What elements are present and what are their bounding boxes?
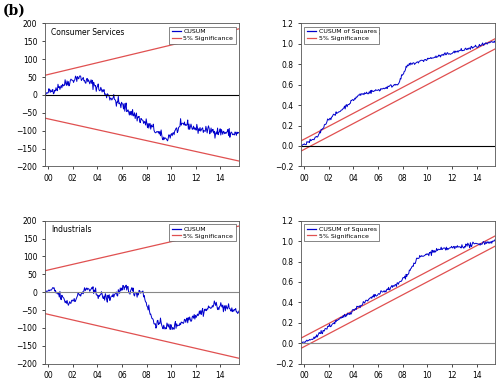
- Legend: CUSUM of Squares, 5% Significance: CUSUM of Squares, 5% Significance: [304, 27, 379, 44]
- Legend: CUSUM, 5% Significance: CUSUM, 5% Significance: [169, 27, 236, 44]
- Text: (b): (b): [2, 4, 26, 18]
- Legend: CUSUM of Squares, 5% Significance: CUSUM of Squares, 5% Significance: [304, 224, 379, 241]
- Legend: CUSUM, 5% Significance: CUSUM, 5% Significance: [169, 224, 236, 241]
- Text: Consumer Services: Consumer Services: [307, 28, 380, 37]
- Text: Industrials: Industrials: [51, 225, 92, 234]
- Text: Industrials: Industrials: [307, 225, 348, 234]
- Text: Consumer Services: Consumer Services: [51, 28, 124, 37]
